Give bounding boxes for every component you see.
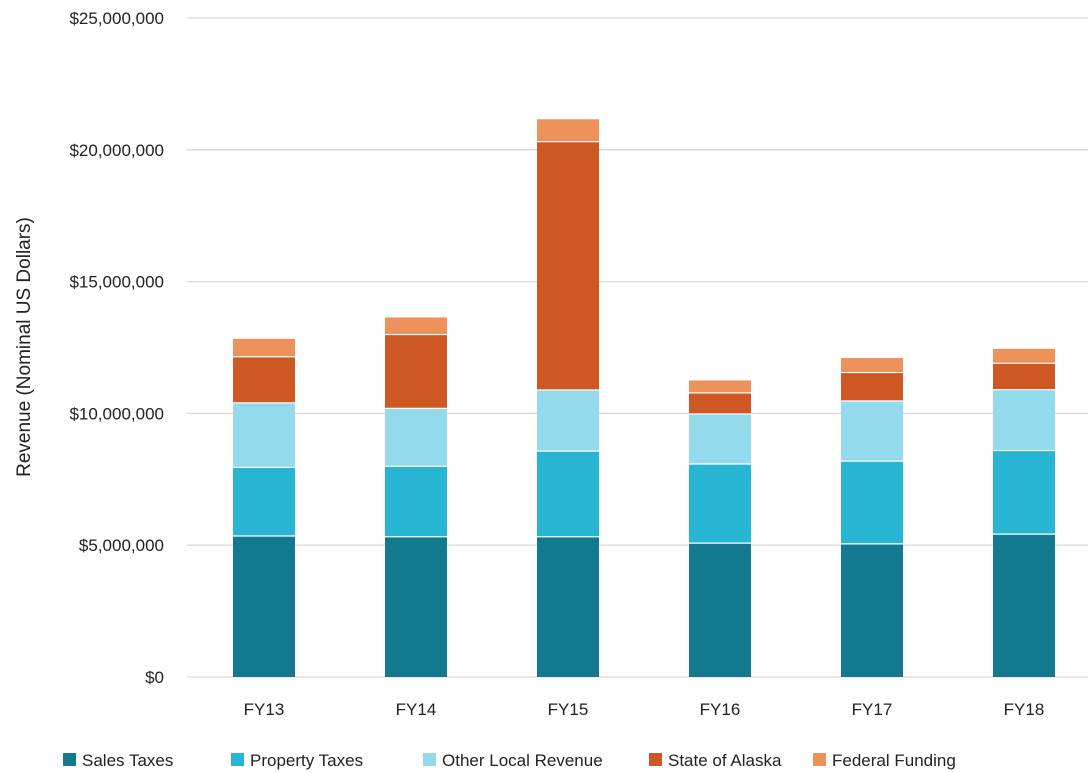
bar-segment xyxy=(993,348,1055,364)
bar-segment xyxy=(537,141,599,390)
legend-swatch xyxy=(231,753,244,766)
legend-label: Property Taxes xyxy=(250,751,363,770)
legend-swatch xyxy=(63,753,76,766)
legend-label: Federal Funding xyxy=(832,751,956,770)
gridlines xyxy=(187,17,1088,678)
bar-segment xyxy=(537,536,599,677)
legend-label: Other Local Revenue xyxy=(442,751,603,770)
bar-segment xyxy=(233,535,295,677)
y-axis-ticks: $0 $5,000,000 $10,000,000 $15,000,000 $20,00… xyxy=(69,9,164,687)
x-category-label: FY17 xyxy=(852,700,893,719)
bar-segment xyxy=(689,380,751,393)
x-category-label: FY15 xyxy=(548,700,589,719)
bar-segment xyxy=(385,334,447,409)
bar-segment xyxy=(689,464,751,544)
x-category-label: FY13 xyxy=(244,700,285,719)
bar-segment xyxy=(537,389,599,452)
bar-segment xyxy=(537,451,599,537)
y-tick-label: $20,000,000 xyxy=(69,141,164,160)
bar-segment xyxy=(233,338,295,357)
bar-segment xyxy=(233,402,295,468)
bar-segment xyxy=(841,358,903,373)
bar-segment xyxy=(841,372,903,402)
bar-segment xyxy=(385,466,447,537)
legend-label: State of Alaska xyxy=(668,751,782,770)
bar-segment xyxy=(841,401,903,462)
bar-segment xyxy=(689,413,751,465)
x-category-label: FY14 xyxy=(396,700,437,719)
legend-label: Sales Taxes xyxy=(82,751,173,770)
y-tick-label: $5,000,000 xyxy=(79,536,164,555)
bar-segment xyxy=(385,317,447,335)
bar-segment xyxy=(233,467,295,536)
bars xyxy=(233,119,1055,677)
legend-swatch xyxy=(813,753,826,766)
y-tick-label: $25,000,000 xyxy=(69,9,164,28)
bar-segment xyxy=(993,389,1055,451)
legend-swatch xyxy=(423,753,436,766)
bar-segment xyxy=(689,543,751,677)
legend-swatch xyxy=(649,753,662,766)
bar-segment xyxy=(841,543,903,677)
x-category-label: FY16 xyxy=(700,700,741,719)
y-tick-label: $15,000,000 xyxy=(69,273,164,292)
bar-segment xyxy=(689,392,751,414)
bar-segment xyxy=(233,356,295,403)
bar-segment xyxy=(537,119,599,142)
bar-segment xyxy=(993,363,1055,390)
bar-segment xyxy=(385,536,447,677)
x-axis-categories: FY13 FY14 FY15 FY16 FY17 FY18 xyxy=(244,700,1045,719)
y-axis-title: Revenue (Nominal US Dollars) xyxy=(14,217,35,477)
bar-segment xyxy=(385,408,447,467)
bar-segment xyxy=(993,534,1055,677)
bar-segment xyxy=(841,461,903,544)
legend: Sales Taxes Property Taxes Other Local Rev… xyxy=(63,751,956,770)
x-category-label: FY18 xyxy=(1004,700,1045,719)
y-tick-label: $0 xyxy=(145,668,164,687)
y-tick-label: $10,000,000 xyxy=(69,404,164,423)
bar-segment xyxy=(993,450,1055,535)
